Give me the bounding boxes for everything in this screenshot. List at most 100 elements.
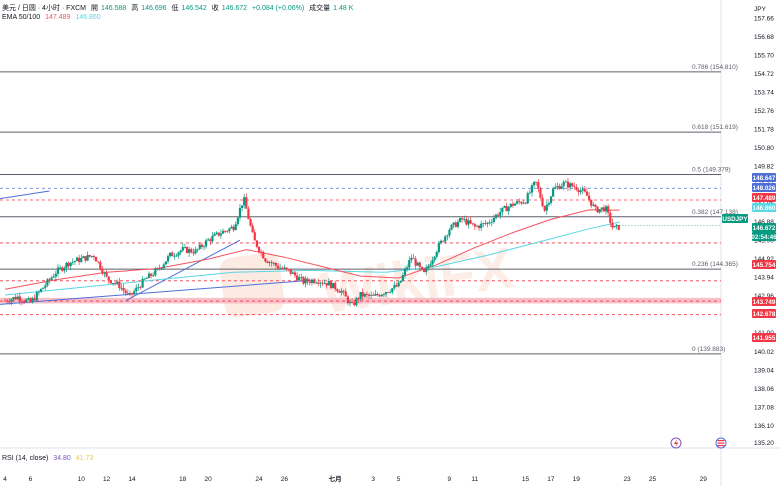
candle-body-187	[399, 280, 402, 283]
candle-body-270	[575, 187, 578, 190]
price-tag-bg-1	[752, 183, 776, 192]
candle-body-189	[403, 269, 407, 275]
candle-body-106	[228, 228, 231, 232]
price-tag-0: 148.647	[753, 175, 776, 182]
candle-body-210	[448, 229, 451, 236]
candle-body-251	[535, 181, 538, 183]
candle-body-105	[226, 230, 229, 232]
candle-body-29	[65, 262, 68, 268]
candle-body-47	[103, 272, 106, 274]
candle-body-22	[50, 277, 53, 280]
rsi-legend[interactable]: RSI (14, close) 34.80 41.73	[2, 455, 96, 462]
change-value: +0.084 (+0.06%)	[252, 5, 305, 12]
candle-body-255	[543, 206, 546, 211]
fib-label-4: 0.236 (144.365)	[692, 261, 738, 268]
candle-body-287	[611, 222, 614, 228]
candle-body-17	[39, 288, 43, 292]
candle-body-120	[257, 246, 261, 252]
candle-body-149	[319, 282, 322, 284]
candle-body-224	[477, 225, 481, 229]
candle-body-167	[357, 298, 360, 300]
candle-body-241	[513, 203, 517, 206]
candle-body-36	[80, 257, 83, 262]
candle-body-50	[109, 280, 112, 284]
candle-body-51	[111, 283, 115, 284]
candle-body-3	[10, 299, 13, 303]
candle-body-263	[560, 186, 563, 189]
candle-body-115	[247, 208, 250, 220]
candle-body-278	[592, 204, 595, 206]
price-tag-bg-5	[752, 223, 776, 232]
high-value: 146.696	[141, 5, 167, 12]
low-value: 146.542	[181, 5, 207, 12]
candle-body-34	[75, 257, 79, 262]
candle-body-232	[494, 214, 498, 219]
y-tick-label-22: 156.68	[754, 34, 774, 41]
candle-body-32	[71, 261, 74, 263]
candle-body-195	[416, 262, 419, 266]
candle-body-26	[58, 267, 62, 269]
candle-body-223	[475, 225, 479, 227]
candle-body-244	[520, 202, 523, 204]
candle-body-94	[202, 246, 206, 248]
candle-body-266	[566, 181, 570, 188]
y-tick-label-16: 150.80	[754, 145, 774, 152]
candle-body-100	[215, 232, 218, 234]
candle-body-135	[289, 269, 292, 274]
candle-body-62	[135, 287, 138, 292]
open-label: 開	[90, 5, 98, 12]
candle-body-101	[217, 232, 220, 236]
candle-body-148	[317, 282, 320, 284]
candle-body-253	[539, 188, 542, 198]
y-tick-label-23: 157.66	[754, 15, 774, 22]
candle-body-20	[46, 279, 49, 286]
candle-body-56	[122, 287, 125, 291]
y-tick-label-17: 151.78	[754, 127, 774, 134]
candle-body-248	[528, 192, 531, 194]
candle-body-226	[482, 223, 485, 224]
candle-body-28	[63, 267, 66, 271]
candle-body-69	[149, 273, 153, 276]
y-tick-label-12: 146.88	[754, 219, 774, 226]
candle-body-264	[562, 181, 565, 187]
lightning-icon-glyph	[674, 439, 679, 448]
x-tick-label-17: 23	[623, 476, 631, 483]
x-tick-label-13: 11	[471, 476, 478, 483]
symbol-title[interactable]: 美元 / 日圆 · 4小时 · FXCM	[2, 5, 86, 12]
candle-body-185	[395, 285, 398, 287]
candle-body-180	[384, 292, 388, 295]
candle-body-8	[20, 300, 24, 302]
candle-body-129	[276, 265, 280, 269]
candle-body-242	[516, 201, 519, 204]
price-tag-1: 148.026	[753, 185, 776, 192]
candle-body-130	[279, 267, 282, 269]
candle-body-46	[101, 269, 104, 274]
candle-body-272	[579, 190, 582, 193]
us-flag-stripe-2	[717, 442, 725, 444]
candle-body-124	[266, 261, 269, 263]
candle-body-215	[458, 218, 462, 222]
candle-body-173	[370, 294, 373, 296]
ema-legend[interactable]: EMA 50/100 147.489 146.860	[2, 14, 104, 21]
candle-body-110	[236, 217, 239, 225]
candle-body-112	[240, 205, 244, 208]
candle-body-88	[190, 249, 193, 253]
price-tag-bg-8	[752, 297, 776, 306]
price-tag-2: 147.489	[753, 195, 776, 202]
candle-body-52	[114, 283, 117, 284]
candle-body-158	[338, 291, 341, 293]
candle-body-80	[173, 255, 176, 257]
candle-body-236	[503, 206, 506, 208]
ema100-value: 146.860	[75, 14, 101, 21]
candle-body-116	[249, 219, 252, 226]
candle-body-206	[439, 240, 443, 244]
candle-body-225	[480, 223, 483, 229]
candle-body-55	[120, 287, 123, 289]
high-label: 高	[131, 5, 139, 12]
candle-body-132	[283, 267, 286, 269]
x-tick-label-8: 26	[281, 476, 289, 483]
candle-body-97	[209, 239, 212, 242]
candle-body-177	[378, 295, 381, 297]
candle-body-127	[272, 262, 275, 264]
